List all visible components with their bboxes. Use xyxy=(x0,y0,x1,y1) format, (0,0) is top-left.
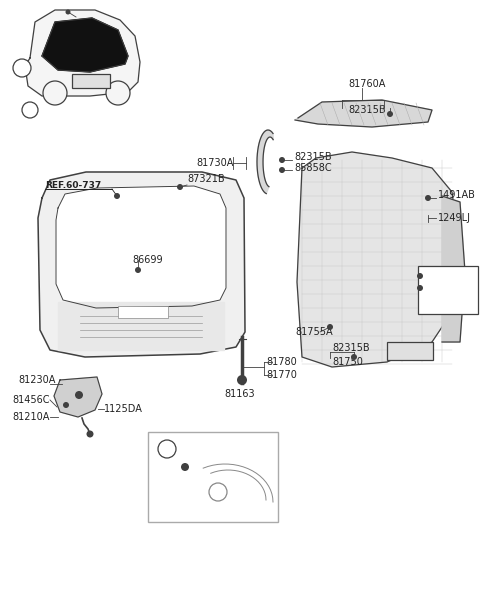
Circle shape xyxy=(43,81,67,105)
Circle shape xyxy=(63,402,69,408)
Text: REF.60-737: REF.60-737 xyxy=(45,181,101,190)
Polygon shape xyxy=(38,172,245,357)
Circle shape xyxy=(209,483,227,501)
Polygon shape xyxy=(297,152,457,367)
Text: 85858C: 85858C xyxy=(294,163,332,173)
Text: a: a xyxy=(164,444,170,453)
Circle shape xyxy=(13,59,31,77)
Bar xyxy=(418,266,478,314)
Text: 82315B: 82315B xyxy=(425,268,463,278)
Text: 82315B: 82315B xyxy=(332,343,370,353)
Text: 81755E: 81755E xyxy=(389,346,426,356)
Text: 81738A: 81738A xyxy=(178,444,216,454)
Text: 81750: 81750 xyxy=(332,357,363,367)
Circle shape xyxy=(279,157,285,163)
Text: 81740D: 81740D xyxy=(425,295,463,305)
Circle shape xyxy=(106,81,130,105)
Polygon shape xyxy=(54,377,102,417)
Circle shape xyxy=(417,285,423,291)
Text: 82315B: 82315B xyxy=(294,152,332,162)
Text: 81755A: 81755A xyxy=(295,327,333,337)
Circle shape xyxy=(158,440,176,458)
Text: 81730A: 81730A xyxy=(196,158,233,168)
Circle shape xyxy=(181,463,189,471)
Text: 81230A: 81230A xyxy=(18,375,55,385)
Circle shape xyxy=(417,273,423,279)
Circle shape xyxy=(237,375,247,385)
Bar xyxy=(387,342,433,360)
Text: a: a xyxy=(27,105,33,114)
Circle shape xyxy=(135,267,141,273)
Text: H: H xyxy=(140,307,146,316)
Circle shape xyxy=(327,324,333,330)
Circle shape xyxy=(22,102,38,118)
Text: 87321B: 87321B xyxy=(187,174,225,184)
Text: 81780: 81780 xyxy=(266,357,297,367)
Circle shape xyxy=(177,184,183,190)
Text: 1491AB: 1491AB xyxy=(438,190,476,200)
Circle shape xyxy=(387,111,393,117)
Text: a: a xyxy=(19,63,25,72)
Polygon shape xyxy=(25,10,140,96)
Circle shape xyxy=(75,391,83,399)
Polygon shape xyxy=(442,196,465,342)
Bar xyxy=(118,306,168,318)
Circle shape xyxy=(279,167,285,173)
Circle shape xyxy=(114,193,120,199)
Bar xyxy=(148,432,278,522)
Polygon shape xyxy=(295,100,432,127)
Circle shape xyxy=(86,431,94,437)
Polygon shape xyxy=(58,302,224,350)
Text: 1125DA: 1125DA xyxy=(104,404,143,414)
Text: 81456C: 81456C xyxy=(12,395,49,405)
Text: 81210A: 81210A xyxy=(12,412,49,422)
Circle shape xyxy=(351,354,357,360)
Polygon shape xyxy=(257,130,273,193)
Text: 82315B: 82315B xyxy=(348,105,385,115)
Text: 81770: 81770 xyxy=(266,370,297,380)
Text: 85858C: 85858C xyxy=(425,280,463,290)
Text: 86699: 86699 xyxy=(132,255,163,265)
Circle shape xyxy=(425,195,431,201)
Text: 81163: 81163 xyxy=(224,389,254,399)
Polygon shape xyxy=(56,186,226,308)
Circle shape xyxy=(65,10,71,14)
Text: 81760A: 81760A xyxy=(348,79,385,89)
Polygon shape xyxy=(42,18,128,72)
Text: 1249LJ: 1249LJ xyxy=(438,213,471,223)
Bar xyxy=(72,74,110,88)
